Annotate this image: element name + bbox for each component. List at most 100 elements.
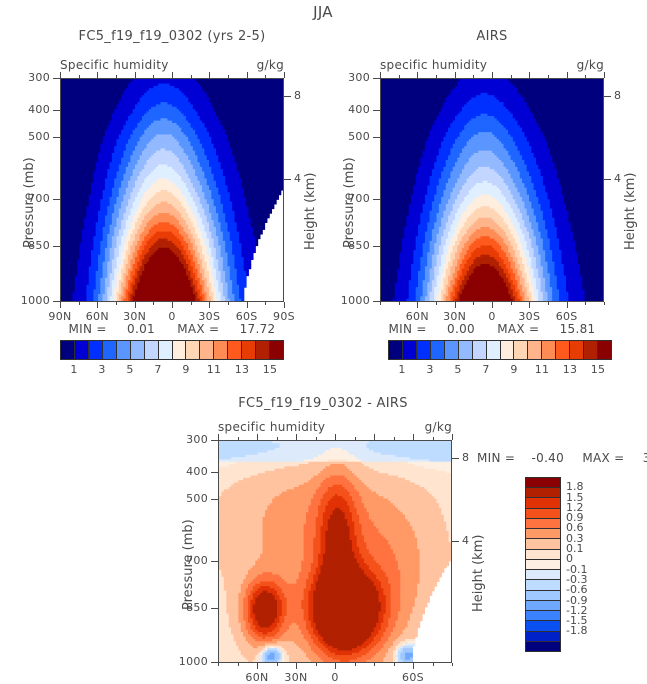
x-minor-tick <box>585 302 587 305</box>
colorbar-swatch <box>172 341 187 359</box>
x-minor-tick <box>604 302 605 305</box>
colorbar-swatch <box>526 621 560 632</box>
x-minor-tick <box>566 302 568 305</box>
x-tick <box>246 302 248 308</box>
x-minor-tick <box>354 663 356 666</box>
panel-model-ylabel-left: Pressure (mb) <box>22 157 37 248</box>
x-tick-label: 90S <box>273 310 295 323</box>
colorbar-swatch <box>74 341 89 359</box>
colorbar-tick-label: 5 <box>454 363 461 376</box>
min-value: 0.00 <box>447 322 475 336</box>
x-top-tick <box>78 75 80 78</box>
colorbar-tick-label: 0.6 <box>566 521 584 534</box>
colorbar-tick-label: 3 <box>426 363 433 376</box>
x-minor-tick <box>246 302 248 305</box>
x-tick-label: 0 <box>488 310 495 323</box>
colorbar-swatch <box>584 341 599 359</box>
x-minor-tick <box>60 302 61 305</box>
min-value: 0.01 <box>127 322 155 336</box>
x-top-tick <box>97 72 99 78</box>
colorbar-tick-label: 3 <box>98 363 105 376</box>
y-tick-label: 700 <box>28 192 50 205</box>
x-top-tick <box>315 437 317 440</box>
colorbar-swatch <box>526 641 560 651</box>
panel-model-minmax: MIN = 0.01 MAX = 17.72 <box>69 322 276 336</box>
colorbar-tick-label: -0.9 <box>566 594 587 607</box>
colorbar-tick-label: 1.8 <box>566 480 584 493</box>
x-tick-label: 0 <box>168 310 175 323</box>
x-top-tick <box>510 75 512 78</box>
panel-obs-plot[interactable] <box>380 78 604 302</box>
colorbar-tick-label: 0.1 <box>566 542 584 555</box>
min-label: MIN = <box>69 322 107 336</box>
x-top-tick <box>380 72 381 78</box>
x-top-tick <box>393 437 395 440</box>
x-top-tick <box>473 75 475 78</box>
panel-difference-contours <box>219 441 451 662</box>
x-top-tick <box>432 437 434 440</box>
y-tick-label: 850 <box>28 239 50 252</box>
colorbar-swatch <box>598 341 611 359</box>
panel-difference-plot[interactable] <box>218 440 452 663</box>
colorbar-swatch <box>228 341 243 359</box>
colorbar-swatch <box>102 341 117 359</box>
y-tick-label: 400 <box>28 103 50 116</box>
x-minor-tick <box>134 302 136 305</box>
x-minor-tick <box>393 663 395 666</box>
y-tick-label: 1000 <box>21 294 50 307</box>
colorbar-tick-label: -1.5 <box>566 614 587 627</box>
x-minor-tick <box>548 302 549 305</box>
colorbar-tick-label: -1.2 <box>566 604 587 617</box>
x-minor-tick <box>452 663 453 666</box>
x-minor-tick <box>296 663 297 666</box>
x-tick-label: 30N <box>443 310 466 323</box>
panel-obs-colorbar <box>388 340 612 360</box>
x-top-tick <box>604 72 605 78</box>
y-tick-label: 500 <box>186 492 208 505</box>
y-tick-label: 700 <box>186 554 208 567</box>
x-minor-tick <box>153 302 155 305</box>
x-top-tick <box>134 72 136 78</box>
colorbar-swatch <box>214 341 229 359</box>
colorbar-tick-label: 11 <box>207 363 222 376</box>
colorbar-tick-label: 13 <box>235 363 250 376</box>
x-top-tick <box>296 434 297 440</box>
colorbar-swatch <box>526 590 560 601</box>
x-top-tick <box>265 75 267 78</box>
panel-model-plot[interactable] <box>60 78 284 302</box>
colorbar-tick-label: 7 <box>154 363 161 376</box>
y-right-tick-label: 8 <box>462 451 469 464</box>
min-label: MIN = <box>389 322 427 336</box>
y-right-tick-label: 4 <box>294 172 301 185</box>
x-tick <box>134 302 136 308</box>
x-minor-tick <box>276 663 278 666</box>
max-value: 15.81 <box>560 322 596 336</box>
panel-obs-contours <box>381 79 603 301</box>
x-top-tick <box>417 72 419 78</box>
x-minor-tick <box>97 302 99 305</box>
x-minor-tick <box>284 302 285 305</box>
panel-obs-ylabel-left: Pressure (mb) <box>342 157 357 248</box>
colorbar-swatch <box>389 341 403 359</box>
panel-obs-units-label: g/kg <box>577 58 604 72</box>
colorbar-swatch <box>526 478 560 489</box>
x-tick <box>529 302 531 308</box>
x-top-tick <box>566 72 568 78</box>
panel-difference-field-label: specific humidity <box>218 420 325 434</box>
x-top-tick <box>436 75 437 78</box>
colorbar-swatch <box>514 341 529 359</box>
x-tick <box>296 663 297 669</box>
x-tick <box>454 302 456 308</box>
panel-difference-minmax: MIN = -0.40 MAX = 3.07 <box>477 451 647 465</box>
x-top-tick <box>413 434 414 440</box>
colorbar-tick-label: 1 <box>70 363 77 376</box>
colorbar-swatch <box>526 539 560 550</box>
x-tick-label: 60N <box>86 310 109 323</box>
colorbar-tick-label: 9 <box>510 363 517 376</box>
colorbar-swatch <box>526 580 560 591</box>
x-top-tick <box>548 75 549 78</box>
x-minor-tick <box>265 302 267 305</box>
colorbar-swatch <box>570 341 585 359</box>
colorbar-swatch <box>526 600 560 612</box>
x-tick <box>209 302 211 308</box>
